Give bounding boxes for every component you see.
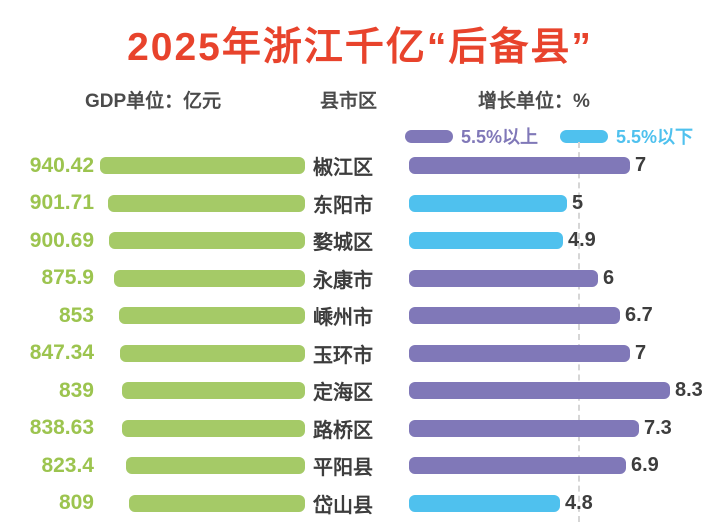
chart-rows: 940.42 椒江区 7 901.71 东阳市 5 900.69 婺城区 4.9 875.9 永康市… xyxy=(0,147,720,522)
gdp-value-label: 839 xyxy=(58,378,94,402)
growth-value-label: 7.3 xyxy=(644,416,672,439)
growth-value-label: 4.8 xyxy=(565,491,593,514)
gdp-bar-track xyxy=(100,494,305,512)
legend: 5.5%以上 5.5%以下 xyxy=(405,123,707,149)
county-name-label: 婺城区 xyxy=(313,232,373,255)
gdp-bar xyxy=(119,307,305,325)
county-name-label: 东阳市 xyxy=(313,194,373,217)
threshold-gridline xyxy=(578,142,580,522)
growth-value-label: 6 xyxy=(603,266,615,289)
page-title: 2025年浙江千亿“后备县” xyxy=(127,26,593,69)
gdp-bar xyxy=(100,157,305,175)
gdp-bar xyxy=(120,344,305,362)
growth-bar xyxy=(409,419,639,437)
county-column-label: 县市区 xyxy=(320,91,378,112)
growth-bar xyxy=(409,382,670,400)
gdp-bar-track xyxy=(100,232,305,250)
gdp-bar-track xyxy=(100,307,305,325)
gdp-bar xyxy=(114,269,305,287)
gdp-bar xyxy=(109,232,305,250)
growth-value-label: 6.9 xyxy=(631,454,659,477)
gdp-bar-track xyxy=(100,382,305,400)
chart-row: 847.34 玉环市 7 xyxy=(0,335,720,373)
gdp-unit-label: GDP单位：亿元 xyxy=(85,91,222,112)
growth-bar xyxy=(409,457,626,475)
chart-row: 853 嵊州市 6.7 xyxy=(0,297,720,335)
gdp-bar-track xyxy=(100,194,305,212)
gdp-bar xyxy=(126,457,305,475)
growth-bar xyxy=(409,232,563,250)
growth-value-label: 7 xyxy=(635,341,647,364)
county-name-label: 平阳县 xyxy=(313,457,373,480)
legend-label-below-threshold: 5.5%以下 xyxy=(616,127,694,147)
growth-value-label: 5 xyxy=(572,191,584,214)
chart-row: 823.4 平阳县 6.9 xyxy=(0,447,720,485)
growth-bar xyxy=(409,269,598,287)
county-name-label: 路桥区 xyxy=(313,419,373,442)
legend-label-above-threshold: 5.5%以上 xyxy=(461,127,539,147)
growth-value-label: 4.9 xyxy=(568,229,596,252)
county-name-label: 玉环市 xyxy=(313,344,373,367)
chart-row: 900.69 婺城区 4.9 xyxy=(0,222,720,260)
chart-row: 940.42 椒江区 7 xyxy=(0,147,720,185)
chart-row: 875.9 永康市 6 xyxy=(0,260,720,298)
gdp-bar xyxy=(122,419,305,437)
gdp-value-label: 809 xyxy=(58,491,94,515)
gdp-bar-track xyxy=(100,344,305,362)
gdp-bar-track xyxy=(100,269,305,287)
chart-row: 809 岱山县 4.8 xyxy=(0,485,720,523)
growth-bar xyxy=(409,194,567,212)
gdp-value-label: 900.69 xyxy=(29,228,94,252)
growth-bar xyxy=(409,494,560,512)
county-name-label: 椒江区 xyxy=(313,157,373,180)
gdp-bar xyxy=(108,194,305,212)
legend-swatch-below-threshold xyxy=(560,129,609,143)
legend-swatch-above-threshold xyxy=(405,129,453,143)
gdp-bar-track xyxy=(100,157,305,175)
gdp-bar-track xyxy=(100,457,305,475)
gdp-value-label: 853 xyxy=(58,303,94,327)
county-name-label: 岱山县 xyxy=(313,494,373,517)
subtitle-row: GDP单位：亿元 县市区 增长单位：% xyxy=(0,86,720,112)
growth-unit-label: 增长单位：% xyxy=(478,91,590,112)
growth-value-label: 8.3 xyxy=(675,379,703,402)
growth-bar xyxy=(409,157,630,175)
growth-bar xyxy=(409,344,630,362)
growth-bar xyxy=(409,307,620,325)
gdp-value-label: 940.42 xyxy=(29,153,94,177)
chart-row: 838.63 路桥区 7.3 xyxy=(0,410,720,448)
county-name-label: 嵊州市 xyxy=(313,307,373,330)
gdp-bar-track xyxy=(100,419,305,437)
county-name-label: 定海区 xyxy=(313,382,373,405)
gdp-bar xyxy=(122,382,305,400)
gdp-bar xyxy=(129,494,305,512)
gdp-value-label: 823.4 xyxy=(41,453,94,477)
chart-row: 901.71 东阳市 5 xyxy=(0,185,720,223)
growth-value-label: 7 xyxy=(635,154,647,177)
growth-value-label: 6.7 xyxy=(625,304,653,327)
gdp-value-label: 875.9 xyxy=(41,266,94,290)
county-name-label: 永康市 xyxy=(313,269,373,292)
gdp-value-label: 838.63 xyxy=(29,416,94,440)
gdp-value-label: 847.34 xyxy=(29,341,94,365)
gdp-value-label: 901.71 xyxy=(29,191,94,215)
chart-row: 839 定海区 8.3 xyxy=(0,372,720,410)
